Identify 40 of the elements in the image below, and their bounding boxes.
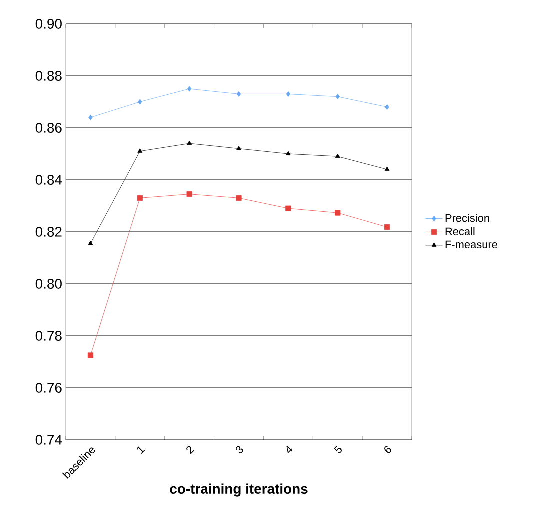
x-axis-title: co-training iterations: [170, 484, 308, 497]
y-tick-label: 0.74: [36, 435, 62, 445]
point: [236, 195, 242, 201]
point: [187, 86, 192, 92]
legend-label: Recall: [446, 227, 475, 236]
x-tick-label: 4: [286, 446, 293, 454]
y-tick-label: 0.82: [36, 227, 62, 237]
y-tick-label: 0.80: [36, 279, 62, 289]
point: [385, 104, 390, 110]
point: [88, 352, 94, 358]
point: [286, 151, 291, 156]
point: [335, 154, 340, 158]
point: [187, 140, 192, 146]
point: [88, 114, 93, 120]
point: [336, 94, 340, 100]
y-tick-label: 0.84: [36, 175, 62, 185]
legend-label: F-measure: [446, 240, 498, 249]
x-tick-label: 5: [334, 446, 342, 454]
point: [236, 146, 242, 150]
point: [286, 206, 292, 212]
point: [186, 192, 192, 198]
point: [236, 91, 242, 97]
y-tick-label: 0.90: [36, 19, 62, 29]
y-tick-label: 0.88: [36, 71, 62, 81]
x-tick-label: 6: [384, 446, 392, 454]
y-tick-label: 0.78: [36, 331, 62, 341]
point: [138, 99, 142, 105]
point: [88, 240, 94, 246]
y-tick-label: 0.76: [36, 383, 62, 393]
point: [384, 224, 390, 230]
legend-label: Precision: [446, 214, 490, 222]
point: [335, 210, 341, 216]
point: [286, 91, 291, 97]
point: [384, 166, 390, 172]
x-tick-label: 2: [186, 446, 195, 454]
point: [137, 195, 143, 201]
y-tick-label: 0.86: [36, 123, 62, 133]
x-tick-label: 3: [236, 446, 244, 454]
x-tick-label: 1: [137, 446, 146, 454]
point: [138, 148, 143, 153]
